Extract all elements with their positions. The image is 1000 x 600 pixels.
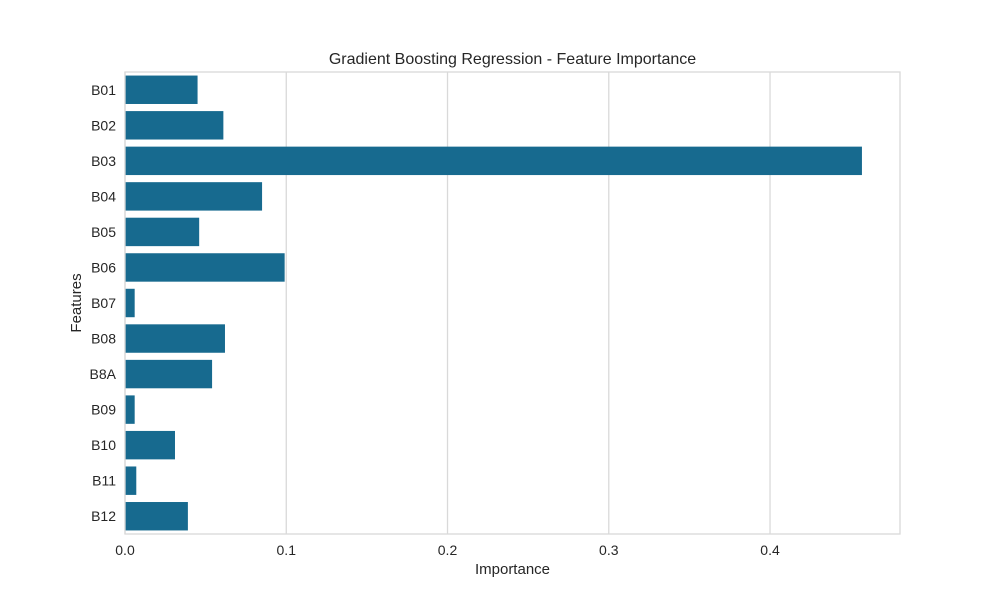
- bars: [125, 75, 862, 531]
- bar-b11: [125, 466, 137, 495]
- x-tick-labels: 0.0 0.1 0.2 0.3 0.4: [115, 542, 780, 558]
- bar-b12: [125, 502, 188, 531]
- y-tick-label: B09: [91, 402, 116, 418]
- x-tick-label: 0.4: [760, 542, 780, 558]
- y-tick-label: B07: [91, 295, 116, 311]
- y-tick-label: B02: [91, 117, 116, 133]
- gridlines: [124, 72, 771, 534]
- y-tick-label: B8A: [90, 366, 117, 382]
- x-tick-label: 0.2: [438, 542, 458, 558]
- bar-b05: [125, 217, 200, 247]
- x-tick-label: 0.3: [599, 542, 619, 558]
- bar-b03: [125, 146, 862, 176]
- y-tick-label: B06: [91, 259, 116, 275]
- bar-b02: [125, 111, 224, 140]
- y-tick-label: B12: [91, 508, 116, 524]
- plot-frame: [124, 71, 901, 535]
- y-tick-label: B03: [91, 153, 116, 169]
- y-tick-label: B05: [91, 224, 116, 240]
- y-tick-label: B11: [92, 473, 116, 489]
- y-axis-title: Features: [68, 273, 85, 332]
- chart-title: Gradient Boosting Regression - Feature I…: [329, 51, 696, 68]
- y-tick-label: B04: [91, 188, 116, 204]
- bar-b01: [125, 75, 198, 104]
- bar-b09: [125, 395, 135, 424]
- y-tick-label: B10: [91, 437, 116, 453]
- x-axis-title: Importance: [475, 561, 550, 578]
- y-tick-labels: B01 B02 B03 B04 B05 B06 B07 B08 B8A B09 B10 B11 B12: [90, 82, 117, 524]
- y-tick-label: B01: [91, 82, 116, 98]
- x-tick-label: 0.0: [115, 542, 135, 558]
- bar-b10: [125, 430, 175, 460]
- x-tick-label: 0.1: [277, 542, 297, 558]
- bar-b8a: [125, 359, 213, 389]
- bar-b04: [125, 182, 263, 211]
- bar-b07: [125, 288, 135, 318]
- bar-b06: [125, 253, 285, 282]
- bar-b08: [125, 324, 225, 353]
- y-tick-label: B08: [91, 331, 116, 347]
